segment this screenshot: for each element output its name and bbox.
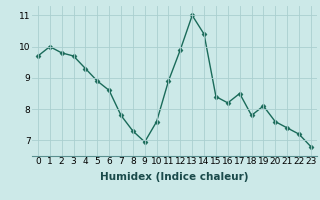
X-axis label: Humidex (Indice chaleur): Humidex (Indice chaleur) <box>100 172 249 182</box>
